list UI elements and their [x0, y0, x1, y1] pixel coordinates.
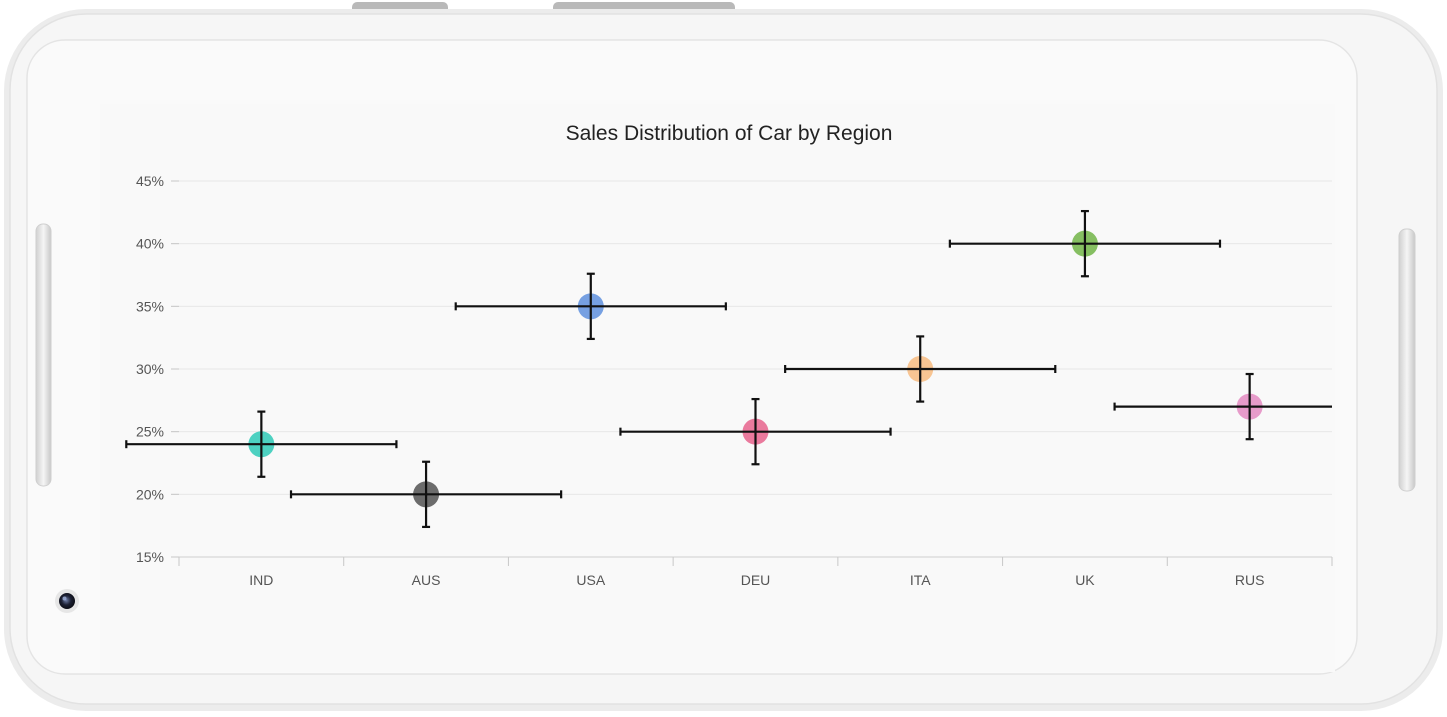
data-point-group	[289, 460, 563, 529]
x-tick-label: UK	[1075, 572, 1095, 588]
data-point-group	[784, 335, 1057, 403]
data-point-group	[125, 410, 398, 478]
x-tick-label: USA	[576, 572, 605, 588]
x-tick-label: ITA	[910, 572, 931, 588]
chart: Sales Distribution of Car by Region 15% 2…	[125, 122, 1333, 588]
x-tick-label: RUS	[1235, 572, 1265, 588]
x-tick-label: DEU	[741, 572, 771, 588]
data-point-group	[948, 209, 1222, 278]
y-axis-labels: 15% 20% 25% 30% 35% 40% 45%	[136, 173, 164, 565]
screen	[100, 104, 1335, 672]
y-tick-label: 45%	[136, 173, 164, 189]
data-points	[125, 209, 1332, 529]
y-tick-label: 15%	[136, 549, 164, 565]
camera-lens	[59, 593, 75, 609]
data-point-group	[619, 397, 892, 466]
y-tick-label: 20%	[136, 486, 164, 502]
right-side-grille	[1398, 228, 1416, 492]
data-point-group	[454, 272, 727, 341]
data-point-group	[1113, 372, 1332, 441]
y-tick-label: 40%	[136, 236, 164, 252]
chart-title: Sales Distribution of Car by Region	[566, 122, 893, 145]
y-tick-label: 25%	[136, 424, 164, 440]
phone-frame	[4, 2, 1443, 711]
y-tick-label: 35%	[136, 298, 164, 314]
x-tick-label: IND	[249, 572, 273, 588]
x-tick-label: AUS	[412, 572, 441, 588]
camera-glint	[62, 596, 67, 601]
left-side-grille	[35, 223, 52, 487]
x-axis: IND AUS USA DEU ITA UK RUS	[178, 557, 1333, 588]
y-tick-label: 30%	[136, 361, 164, 377]
